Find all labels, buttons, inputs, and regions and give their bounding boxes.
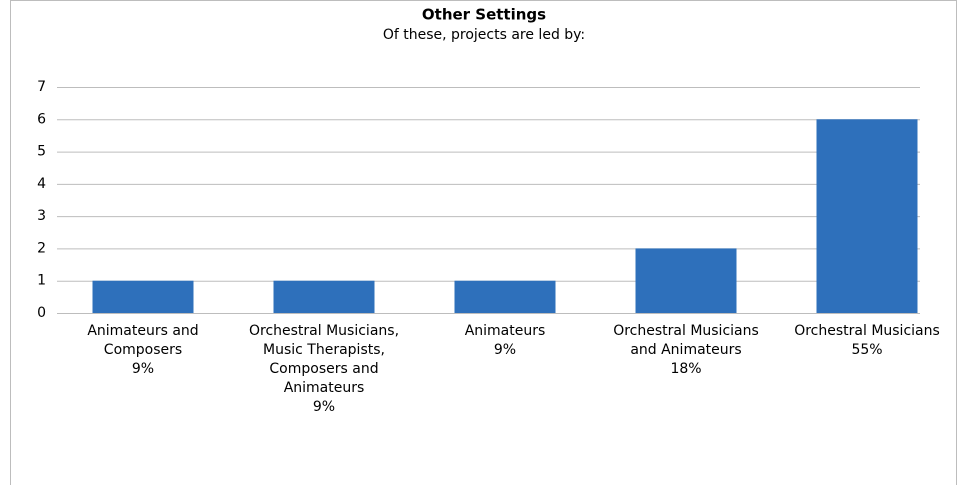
x-tick-label: Animateurs [464,323,546,339]
bar [635,248,737,313]
bar [92,280,194,313]
y-tick-label: 1 [37,273,46,289]
x-tick-label: Orchestral Musicians and Animateurs [613,323,759,358]
y-tick-label: 3 [37,208,46,224]
category-share: 18% [670,361,702,377]
chart-frame [10,0,957,485]
x-tick-label-group: Animateurs and Composers 9% [63,322,223,379]
chart-subtitle: Of these, projects are led by: [383,27,585,43]
x-tick-label: Orchestral Musicians [794,323,940,339]
bar [454,280,556,313]
bar [816,119,918,314]
x-tick-label-box: Orchestral Musicians and Animateurs 18% [606,322,766,379]
x-tick-label-box: Animateurs 9% [425,322,585,360]
x-tick-label-box: Orchestral Musicians 55% [787,322,947,360]
bar [273,280,375,313]
x-tick-label-box: Animateurs and Composers 9% [63,322,223,379]
chart-title: Other Settings [422,6,546,24]
y-tick-label: 2 [37,240,46,256]
x-tick-label-group: Animateurs 9% [425,322,585,360]
x-tick-label-group: Orchestral Musicians 55% [787,322,947,360]
category-share: 9% [312,399,336,415]
y-tick-label: 4 [37,176,46,192]
x-tick-label: Orchestral Musicians, Music Therapists, … [248,323,400,396]
y-tick-label: 5 [37,144,46,160]
y-tick-label: 0 [37,305,46,321]
x-tick-label-box: Orchestral Musicians, Music Therapists, … [244,322,404,417]
category-share: 55% [851,342,883,358]
x-tick-label-group: Orchestral Musicians, Music Therapists, … [244,322,404,417]
x-tick-label-group: Orchestral Musicians and Animateurs 18% [606,322,766,379]
y-tick-label: 7 [37,79,46,95]
category-share: 9% [493,342,517,358]
x-tick-label: Animateurs and Composers [87,323,199,358]
category-share: 9% [131,361,155,377]
y-tick-label: 6 [37,111,46,127]
